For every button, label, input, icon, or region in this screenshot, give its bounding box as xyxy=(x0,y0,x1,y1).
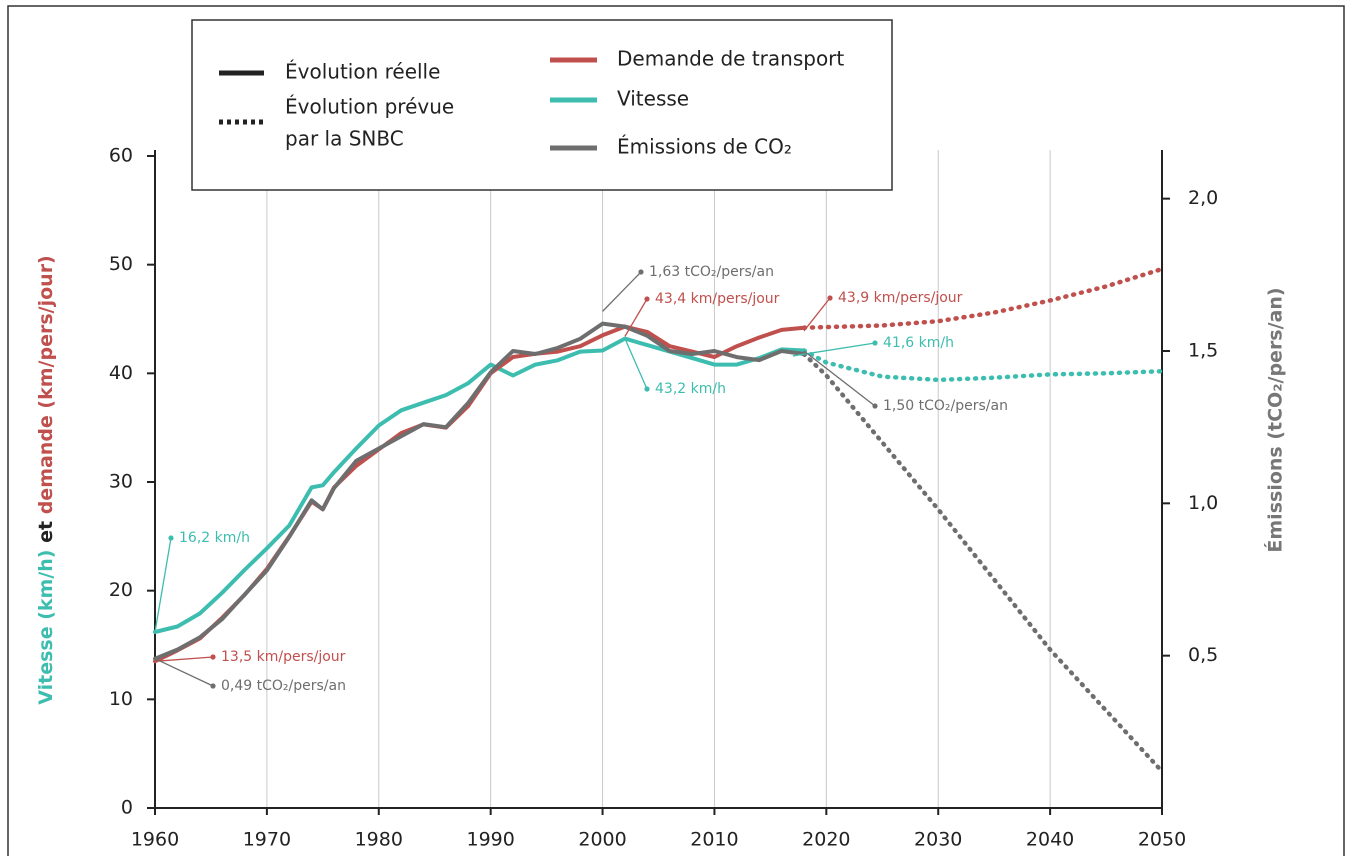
x-tick-label: 2050 xyxy=(1138,829,1186,851)
annotation-leader xyxy=(803,297,831,332)
annotation-leader xyxy=(803,350,876,407)
annotation-point xyxy=(210,654,216,660)
legend-label: Émissions de CO₂ xyxy=(617,135,792,159)
series-line xyxy=(153,336,806,634)
annotation-leader xyxy=(602,271,642,312)
annotation-leader xyxy=(154,656,214,662)
y2-tick-label: 0,5 xyxy=(1188,644,1218,666)
y2-tick-label: 1,5 xyxy=(1188,339,1218,361)
y-axis-title-part: demande (km/pers/jour) xyxy=(35,255,57,514)
x-tick-label: 2010 xyxy=(690,829,738,851)
y-axis-title-part: Vitesse (km/h) xyxy=(35,543,57,705)
annotation-point xyxy=(644,386,650,392)
y-axis-title-part: et xyxy=(35,514,57,543)
annotation-point xyxy=(827,295,833,301)
y-axis-title: Vitesse (km/h) et demande (km/pers/jour) xyxy=(35,255,57,705)
annotation-leader xyxy=(624,298,648,337)
frame xyxy=(7,5,1345,856)
annotation-point xyxy=(210,683,216,689)
annotation-label: 1,63 tCO₂/pers/an xyxy=(649,264,774,280)
annotation-point xyxy=(168,535,174,541)
annotation-label: 43,4 km/pers/jour xyxy=(655,291,780,307)
forecast-line xyxy=(801,266,1165,330)
x-tick-label: 2040 xyxy=(1026,829,1074,851)
annotation-leader xyxy=(154,658,214,687)
forecast-line xyxy=(801,348,1165,383)
legend-style-label: Évolution réelle xyxy=(285,60,440,84)
x-tick-label: 2020 xyxy=(802,829,850,851)
y-tick-label: 0 xyxy=(121,797,133,819)
legend-label: Vitesse xyxy=(617,87,689,111)
series-line xyxy=(153,321,806,661)
legend-box xyxy=(191,19,893,191)
x-tick-label: 2000 xyxy=(578,829,626,851)
annotation-label: 13,5 km/pers/jour xyxy=(221,649,346,665)
x-tick-label: 1970 xyxy=(243,829,291,851)
x-tick-label: 2030 xyxy=(914,829,962,851)
x-tick-label: 1980 xyxy=(355,829,403,851)
annotation-leader xyxy=(624,338,648,390)
annotation-label: 0,49 tCO₂/pers/an xyxy=(221,678,346,694)
y-tick-label: 20 xyxy=(109,579,133,601)
annotation-label: 41,6 km/h xyxy=(883,335,954,351)
x-tick-label: 1960 xyxy=(131,829,179,851)
legend-style-label: par la SNBC xyxy=(285,127,404,151)
y-tick-label: 30 xyxy=(109,471,133,493)
series-line xyxy=(153,324,806,664)
y2-tick-label: 1,0 xyxy=(1188,492,1218,514)
legend-label: Demande de transport xyxy=(617,47,844,71)
annotation-leader xyxy=(792,342,876,357)
annotation-label: 43,2 km/h xyxy=(655,381,726,397)
annotation-leader xyxy=(154,537,172,633)
y-tick-label: 50 xyxy=(109,253,133,275)
annotation-point xyxy=(638,269,644,275)
annotation-point xyxy=(872,403,878,409)
x-tick-label: 1990 xyxy=(466,829,514,851)
y-tick-label: 10 xyxy=(109,688,133,710)
y2-axis-title: Émissions (tCO₂/pers/an) xyxy=(1264,287,1287,552)
annotation-point xyxy=(644,296,650,302)
legend-style-label: Évolution prévue xyxy=(285,95,454,119)
annotation-label: 1,50 tCO₂/pers/an xyxy=(883,398,1008,414)
forecast-line xyxy=(801,351,1165,774)
annotation-point xyxy=(872,340,878,346)
y2-tick-label: 2,0 xyxy=(1188,187,1218,209)
annotation-label: 43,9 km/pers/jour xyxy=(838,290,963,306)
y-tick-label: 60 xyxy=(109,145,133,167)
annotation-label: 16,2 km/h xyxy=(179,530,250,546)
y-tick-label: 40 xyxy=(109,362,133,384)
